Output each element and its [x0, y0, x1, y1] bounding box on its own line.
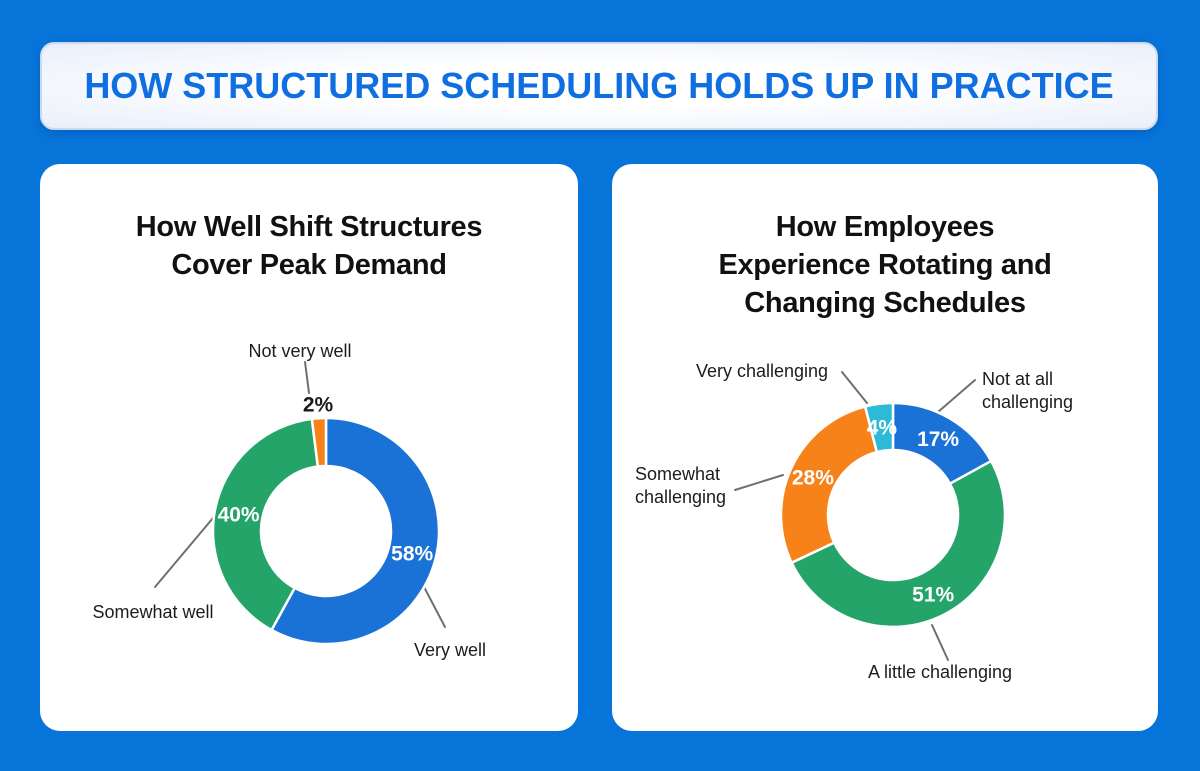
title-banner: HOW STRUCTURED SCHEDULING HOLDS UP IN PR…	[40, 42, 1158, 130]
slice-pct-a-little-challenging: 51%	[912, 583, 954, 606]
donut-slice-somewhat-challenging	[779, 405, 879, 564]
leader-line-a-little-challenging	[931, 624, 949, 661]
slice-label-somewhat-challenging: Somewhat challenging	[635, 464, 727, 507]
slice-label-very-challenging: Very challenging	[695, 361, 829, 381]
slice-pct-very-well: 58%	[391, 542, 433, 565]
slice-label-not-at-all-challenging: Not at all challenging	[982, 369, 1074, 412]
donut-slice-very-well	[270, 416, 441, 646]
donut-slice-a-little-challenging	[790, 459, 1007, 629]
leader-line-not-very-well	[304, 361, 310, 394]
slice-pct-somewhat-well: 40%	[218, 504, 260, 527]
card-shift-structures: How Well Shift Structures Cover Peak Dem…	[40, 164, 578, 731]
donut-slices-group: 17% 51% 28% 4%	[779, 401, 1007, 629]
leader-lines	[734, 371, 976, 661]
slice-pct-not-at-all-challenging: 17%	[917, 428, 959, 451]
slice-pct-somewhat-challenging: 28%	[792, 467, 834, 490]
leader-line-somewhat-challenging	[734, 474, 784, 491]
leader-line-somewhat-well	[154, 517, 214, 588]
donut-slice-very-challenging	[863, 401, 895, 454]
leader-line-very-well	[422, 584, 446, 628]
slice-label-a-little-challenging: A little challenging	[867, 662, 1013, 682]
infographic-title: HOW STRUCTURED SCHEDULING HOLDS UP IN PR…	[84, 65, 1114, 106]
donut-chart-shift-structures: 58% 40% 2%	[154, 361, 446, 646]
leader-lines	[154, 361, 446, 628]
leader-line-not-at-all-challenging	[937, 379, 976, 413]
donut-chart-rotating-schedules: 17% 51% 28% 4%	[734, 371, 1007, 661]
slice-pct-very-challenging: 4%	[867, 417, 898, 440]
leader-line-very-challenging	[841, 371, 868, 404]
donut-slice-somewhat-well	[211, 417, 320, 632]
card-title-rotating-schedules: How Employees Experience Rotating and Ch…	[718, 211, 1052, 319]
card-title-shift-structures: How Well Shift Structures Cover Peak Dem…	[135, 211, 483, 281]
slice-label-very-well: Very well	[413, 640, 487, 660]
donut-slices-group: 58% 40% 2%	[211, 394, 441, 646]
card-rotating-schedules: How Employees Experience Rotating and Ch…	[612, 164, 1158, 731]
donut-slice-not-very-well	[310, 416, 328, 468]
slice-pct-not-very-well: 2%	[303, 394, 334, 417]
slice-label-not-very-well: Not very well	[248, 341, 352, 361]
slice-label-somewhat-well: Somewhat well	[92, 602, 214, 622]
